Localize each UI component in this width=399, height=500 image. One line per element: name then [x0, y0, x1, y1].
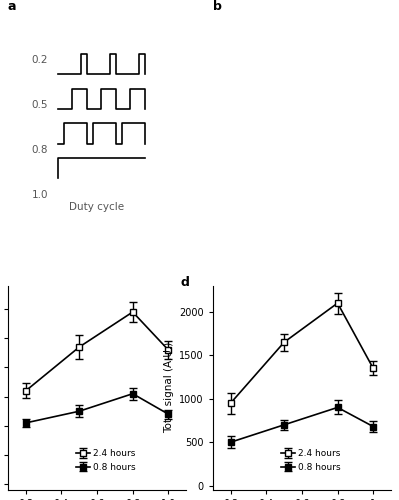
Legend: 2.4 hours, 0.8 hours: 2.4 hours, 0.8 hours — [73, 446, 140, 476]
Text: a: a — [8, 0, 16, 13]
Text: 0.5: 0.5 — [32, 100, 48, 110]
Y-axis label: Total signal (A.U.): Total signal (A.U.) — [164, 342, 174, 434]
Text: 1.0: 1.0 — [32, 190, 48, 200]
Text: 0.8: 0.8 — [32, 145, 48, 155]
Text: d: d — [181, 276, 190, 288]
Text: b: b — [213, 0, 222, 13]
Text: 0.2: 0.2 — [32, 55, 48, 65]
Legend: 2.4 hours, 0.8 hours: 2.4 hours, 0.8 hours — [277, 446, 344, 476]
Text: Duty cycle: Duty cycle — [69, 202, 124, 212]
Text: 0.8: 0.8 — [369, 98, 382, 106]
Text: 0.2: 0.2 — [369, 179, 382, 188]
